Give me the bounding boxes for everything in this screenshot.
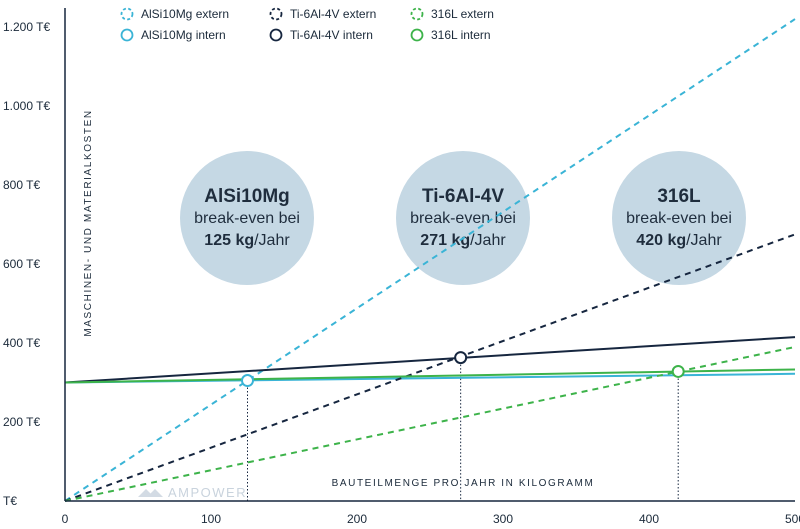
legend-item-ti-6al-4v-intern: Ti-6Al-4V intern xyxy=(269,28,373,42)
y-tick-label: 200 T€ xyxy=(3,415,40,429)
x-axis-title: BAUTEILMENGE PRO JAHR IN KILOGRAMM xyxy=(332,478,595,489)
legend-marker-icon xyxy=(120,7,134,21)
bubble-amount-unit: /Jahr xyxy=(254,232,290,249)
legend: AlSi10Mg extern AlSi10Mg intern Ti-6Al-4V … xyxy=(120,7,494,42)
bubble-amount: 125 kg/Jahr xyxy=(204,232,290,249)
watermark-text: AMPOWER xyxy=(168,485,247,500)
break-even-marker-316l xyxy=(671,364,685,378)
annotation-bubble-ti-6al-4v: Ti-6Al-4V break-even bei 271 kg/Jahr xyxy=(396,151,530,285)
y-tick-label: 800 T€ xyxy=(3,178,40,192)
bubble-material: 316L xyxy=(657,186,701,207)
legend-label: 316L intern xyxy=(431,28,491,42)
annotation-bubble-alsi10mg: AlSi10Mg break-even bei 125 kg/Jahr xyxy=(180,151,314,285)
bubble-amount-value: 420 kg xyxy=(636,232,686,249)
legend-label: 316L extern xyxy=(431,7,494,21)
bubble-amount: 271 kg/Jahr xyxy=(420,232,506,249)
y-tick-label: 1.200 T€ xyxy=(3,20,50,34)
annotation-bubble-316l: 316L break-even bei 420 kg/Jahr xyxy=(612,151,746,285)
bubble-break-even-label: break-even bei xyxy=(626,210,732,227)
x-tick-label: 200 xyxy=(347,512,367,526)
series-line-alsi10mg-extern xyxy=(64,18,796,502)
bubble-circle xyxy=(612,151,746,285)
bubble-break-even-label: break-even bei xyxy=(410,210,516,227)
y-tick-label: T€ xyxy=(3,494,17,508)
legend-item-316l-extern: 316L extern xyxy=(410,7,494,21)
legend-marker-icon xyxy=(269,28,283,42)
bubble-amount-value: 125 kg xyxy=(204,232,254,249)
x-tick-label: 500 xyxy=(785,512,800,526)
bubble-circle xyxy=(396,151,530,285)
series-line-ti-6al-4v-intern xyxy=(64,336,796,384)
x-tick-label: 300 xyxy=(493,512,513,526)
series-line-ti-6al-4v-extern xyxy=(64,233,796,502)
legend-item-alsi10mg-extern: AlSi10Mg extern xyxy=(120,7,229,21)
legend-marker-icon xyxy=(410,7,424,21)
legend-item-316l-intern: 316L intern xyxy=(410,28,491,42)
axis-titles: BAUTEILMENGE PRO JAHR IN KILOGRAMM MASCH… xyxy=(83,109,595,489)
legend-item-alsi10mg-intern: AlSi10Mg intern xyxy=(120,28,226,42)
bubble-circle xyxy=(180,151,314,285)
y-tick-label: 1.000 T€ xyxy=(3,99,50,113)
legend-label: Ti-6Al-4V extern xyxy=(290,7,376,21)
break-even-marker-alsi10mg xyxy=(241,374,254,388)
bubble-amount-value: 271 kg xyxy=(420,232,470,249)
legend-marker-icon xyxy=(120,28,134,42)
legend-marker-icon xyxy=(269,7,283,21)
y-tick-label: 600 T€ xyxy=(3,257,40,271)
bubble-material: Ti-6Al-4V xyxy=(422,186,504,207)
legend-label: AlSi10Mg intern xyxy=(141,28,226,42)
legend-label: Ti-6Al-4V intern xyxy=(290,28,373,42)
bubble-break-even-label: break-even bei xyxy=(194,210,300,227)
watermark: AMPOWER xyxy=(138,485,247,500)
legend-label: AlSi10Mg extern xyxy=(141,7,229,21)
x-tick-label: 400 xyxy=(639,512,659,526)
bubble-amount-unit: /Jahr xyxy=(686,232,722,249)
axes xyxy=(64,8,795,502)
bubble-amount-unit: /Jahr xyxy=(470,232,506,249)
bubble-amount: 420 kg/Jahr xyxy=(636,232,722,249)
legend-item-ti-6al-4v-extern: Ti-6Al-4V extern xyxy=(269,7,376,21)
break-even-marker-ti-6al-4v xyxy=(454,351,468,365)
y-axis-title: MASCHINEN- UND MATERIALKOSTEN xyxy=(83,109,94,336)
tick-labels: 0 100 200 300 400 500 T€ 200 T€ 400 T€ 600 T€ 800 … xyxy=(3,20,800,526)
x-tick-label: 0 xyxy=(62,512,69,526)
x-tick-label: 100 xyxy=(201,512,221,526)
y-tick-label: 400 T€ xyxy=(3,336,40,350)
bubble-material: AlSi10Mg xyxy=(204,186,290,207)
legend-marker-icon xyxy=(410,28,424,42)
break-even-dropdown-lines xyxy=(247,357,679,501)
break-even-markers xyxy=(241,351,685,388)
watermark-logo-icon xyxy=(138,489,163,497)
